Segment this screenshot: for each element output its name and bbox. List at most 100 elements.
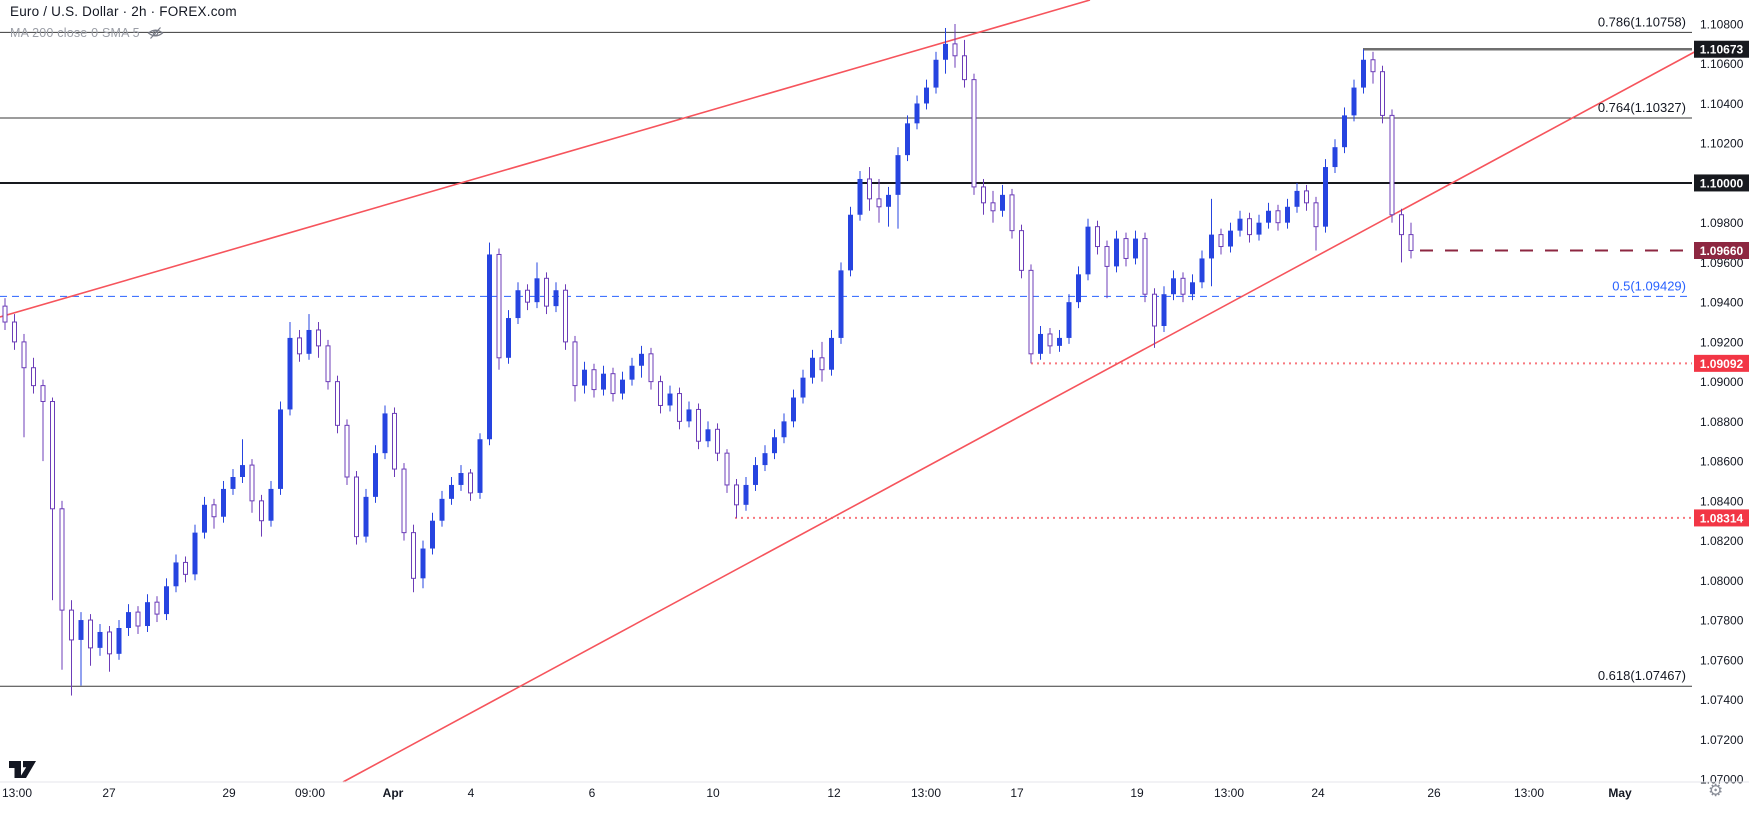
candle-body <box>734 484 739 506</box>
candle-body <box>876 198 882 208</box>
candle <box>762 445 768 472</box>
candle <box>1076 266 1081 309</box>
candle <box>943 27 948 74</box>
candle <box>838 262 844 344</box>
candle <box>316 322 321 358</box>
candle <box>1038 326 1043 360</box>
price-badge-text: 1.09092 <box>1700 357 1744 371</box>
price-badge: 1.08314 <box>1694 509 1749 527</box>
candle-body <box>905 123 910 156</box>
candle-body <box>449 484 454 499</box>
candle-body <box>534 278 540 303</box>
candle-body <box>601 373 606 390</box>
candle-wick <box>242 439 243 483</box>
fib-label: 0.786(1.10758) <box>1598 14 1686 29</box>
candle-body <box>762 453 768 466</box>
price-axis-tick: 1.10600 <box>1700 57 1744 71</box>
price-badges: 1.10673 1.10000 1.09660 1.09092 1.08314 <box>1694 40 1749 527</box>
gear-icon[interactable]: ⚙ <box>1708 781 1724 800</box>
candle <box>183 556 188 583</box>
candle-body <box>1399 214 1404 236</box>
candle-body <box>1142 238 1148 295</box>
candle <box>1399 208 1404 263</box>
fib-labels: 0.786(1.10758) 0.764(1.10327) 0.5(1.09429)… <box>1598 14 1686 683</box>
candle <box>1380 65 1385 124</box>
candle-body <box>287 337 293 410</box>
candle <box>2 298 8 330</box>
candle-body <box>620 379 625 394</box>
candle-body <box>1228 230 1233 247</box>
candle <box>781 413 787 444</box>
candle-body <box>107 631 112 655</box>
candle <box>629 357 635 386</box>
candle-body <box>411 532 416 579</box>
candle <box>1190 274 1195 301</box>
candle-body <box>1161 294 1167 326</box>
candle-body <box>335 381 340 426</box>
candle-body <box>1019 230 1024 271</box>
candle-body <box>487 254 492 440</box>
candle-body <box>639 353 644 366</box>
price-axis-tick: 1.10800 <box>1700 18 1744 32</box>
candle-body <box>1180 277 1186 295</box>
candle <box>496 248 502 370</box>
fib-label: 0.764(1.10327) <box>1598 100 1686 115</box>
indicator-legend[interactable]: MA 200 close 0 SMA 5 <box>10 25 164 40</box>
candle <box>591 363 597 398</box>
tradingview-logo[interactable] <box>8 760 40 780</box>
candle-body <box>12 321 17 343</box>
candle <box>1361 49 1366 94</box>
candle <box>1180 272 1186 303</box>
candle <box>848 206 853 277</box>
candle <box>297 329 302 362</box>
candle-body <box>297 337 302 355</box>
candle-body <box>354 476 359 538</box>
candle <box>192 524 198 581</box>
candle <box>40 379 46 462</box>
price-axis[interactable]: 1.10800 1.10600 1.10400 1.10200 1.10000 1.098… <box>1700 18 1744 787</box>
candle-body <box>1342 115 1347 148</box>
candle <box>886 186 891 227</box>
candle <box>401 463 407 541</box>
candle <box>458 465 464 491</box>
price-axis-tick: 1.07000 <box>1700 773 1744 787</box>
candle-body <box>382 413 388 454</box>
candle-body <box>1057 337 1062 346</box>
candle <box>1408 222 1414 259</box>
symbol-legend[interactable]: Euro / U.S. Dollar · 2h · FOREX.com <box>10 4 237 19</box>
candle <box>810 349 815 384</box>
candle <box>97 624 103 656</box>
candle-body <box>230 477 236 489</box>
candle <box>164 578 169 621</box>
candle-body <box>525 289 530 303</box>
candle-body <box>145 602 150 627</box>
price-badge: 1.10673 <box>1694 40 1749 58</box>
time-axis-tick: 17 <box>1010 786 1024 800</box>
candle-body <box>1361 59 1366 88</box>
candle-body <box>1275 210 1281 224</box>
candle-body <box>914 103 920 124</box>
candle-body <box>1104 246 1110 267</box>
time-axis-tick: 13:00 <box>1514 786 1544 800</box>
candle-body <box>648 353 654 383</box>
price-levels <box>0 31 1692 687</box>
price-badge-bg <box>1694 509 1749 527</box>
candle <box>933 51 939 94</box>
candle-body <box>2 305 8 323</box>
candle <box>363 488 369 543</box>
time-axis-tick: 13:00 <box>911 786 941 800</box>
candle-body <box>458 473 464 485</box>
eye-off-icon[interactable] <box>147 26 164 40</box>
candle <box>952 24 958 68</box>
time-axis[interactable]: 13:00 27 29 09:00 Apr 4 6 10 12 13:00 17 19 13:00 24 2… <box>2 786 1632 800</box>
fib-label: 0.618(1.07467) <box>1598 668 1686 683</box>
price-axis-tick: 1.09400 <box>1700 296 1744 310</box>
candle <box>1095 220 1100 255</box>
candle <box>1285 198 1290 229</box>
candle-body <box>420 548 426 579</box>
candle-body <box>135 611 141 627</box>
candle <box>981 178 986 215</box>
time-axis-tick: 19 <box>1130 786 1144 800</box>
price-badge-bg <box>1694 242 1749 259</box>
